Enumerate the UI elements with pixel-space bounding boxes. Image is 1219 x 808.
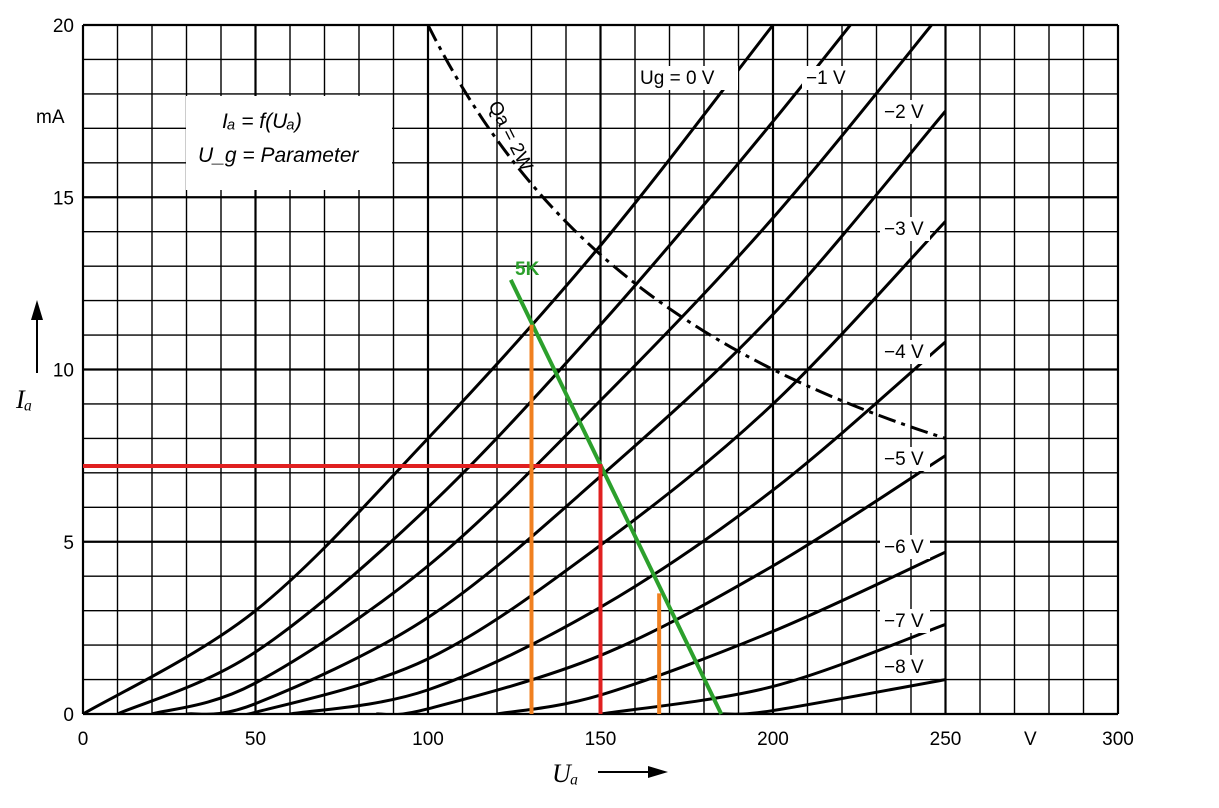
- y-axis-label: Iₐ: [15, 385, 32, 414]
- curve-label-bg: [880, 340, 930, 364]
- curve-label-bg: [636, 66, 738, 90]
- series-curve-0: [83, 25, 775, 714]
- y-tick-label: 20: [53, 16, 74, 37]
- formula-line-1: Iₐ = f(Uₐ): [222, 110, 302, 133]
- x-tick-label: 150: [585, 729, 617, 750]
- y-unit: mA: [36, 107, 65, 128]
- curve-label-8: −8 V: [884, 657, 924, 678]
- curve-label-7: −7 V: [884, 611, 924, 632]
- x-tick-label: 300: [1102, 729, 1134, 750]
- curve-label-bg: [880, 535, 930, 559]
- series-curve-9: [721, 678, 946, 714]
- curve-label-bg: [802, 66, 852, 90]
- series-curve-3: [186, 110, 946, 714]
- load-line-label: 5K: [515, 259, 540, 280]
- y-tick-label: 10: [53, 361, 74, 382]
- x-tick-label: 250: [930, 729, 962, 750]
- x-unit: V: [1024, 729, 1037, 750]
- curve-label-bg: [880, 100, 930, 124]
- curve-label-2: −2 V: [884, 102, 924, 123]
- y-axis-arrow: [31, 300, 43, 373]
- curve-label-bg: [880, 447, 930, 471]
- load-line-5k: [509, 279, 724, 715]
- formula-box: [186, 96, 392, 190]
- curve-label-3: −3 V: [884, 219, 924, 240]
- x-tick-label: 100: [412, 729, 444, 750]
- x-tick-label: 200: [757, 729, 789, 750]
- x-axis-arrow: [598, 766, 668, 778]
- series-curve-2: [151, 25, 934, 714]
- x-tick-label: 0: [78, 729, 89, 750]
- power-limit-curve: [426, 24, 946, 440]
- y-tick-label: 0: [63, 705, 74, 726]
- y-tick-label: 15: [53, 188, 74, 209]
- formula-line-2: U_g = Parameter: [198, 144, 360, 167]
- marker-line-0: [83, 463, 603, 714]
- curve-label-6: −6 V: [884, 537, 924, 558]
- curve-label-bg: [880, 655, 930, 679]
- curve-label-bg: [880, 609, 930, 633]
- curve-label-1: −1 V: [806, 68, 846, 89]
- series-curve-8: [600, 623, 946, 714]
- curve-label-0: Ug = 0 V: [640, 68, 715, 89]
- x-tick-label: 50: [245, 729, 266, 750]
- curves: Ug = 0 V −1 V −2 V −3 V −4 V −5 V −6 V −7 V −8 V: [83, 24, 946, 714]
- curve-label-4: −4 V: [884, 342, 924, 363]
- x-axis-label: Uₐ: [552, 759, 578, 788]
- series-curve-6: [376, 454, 946, 714]
- series-curve-7: [496, 550, 946, 714]
- series-curve-4: [220, 220, 946, 714]
- curve-label-bg: [880, 217, 930, 241]
- overlay-lines: [83, 279, 724, 715]
- series-curve-5: [289, 340, 946, 714]
- y-unit-bg: [28, 102, 74, 130]
- tick-labels: 0 50 100 150 200 250 300 0 5 10 15 20: [53, 16, 1134, 750]
- y-tick-label: 5: [63, 533, 74, 554]
- curve-label-5: −5 V: [884, 449, 924, 470]
